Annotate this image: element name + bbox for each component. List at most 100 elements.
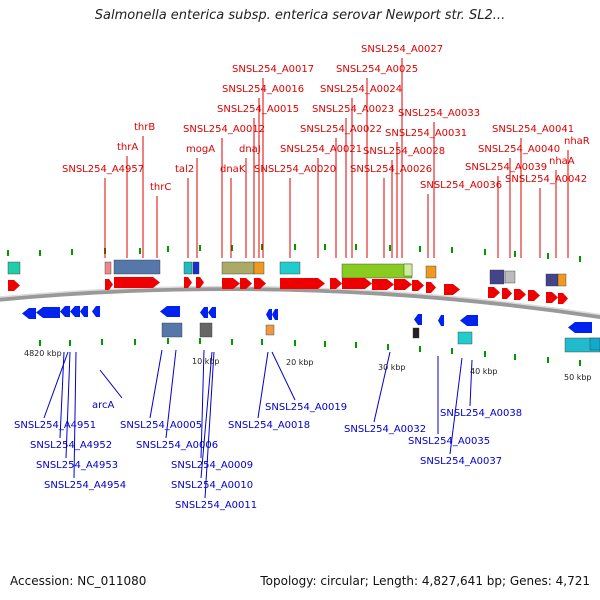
reverse-gene-arrow	[208, 307, 216, 318]
reverse-gene-arrow	[438, 315, 444, 326]
feature-box	[489, 269, 505, 285]
feature-box	[221, 261, 255, 275]
bottom-leader-line	[449, 357, 463, 455]
top-gene-label: SNSL254_A0031	[385, 128, 467, 139]
scale-label: 50 kbp	[564, 373, 592, 382]
top-gene-label: thrB	[134, 122, 155, 133]
forward-gene-arrow	[546, 292, 558, 303]
forward-gene-arrow	[426, 282, 436, 293]
top-gene-label: SNSL254_A0027	[361, 44, 443, 55]
bottom-leader-line	[373, 351, 391, 423]
bottom-leader-line	[59, 351, 65, 439]
feature-box	[589, 337, 600, 351]
top-gene-label: SNSL254_A4957	[62, 164, 144, 175]
feature-box	[183, 261, 193, 275]
bottom-leader-line	[149, 349, 163, 419]
forward-gene-arrow	[196, 277, 204, 288]
bottom-gene-label: SNSL254_A0037	[420, 456, 502, 467]
feature-box	[557, 273, 567, 287]
feature-box	[425, 265, 437, 279]
forward-gene-arrow	[114, 277, 160, 288]
bottom-leader-line	[99, 369, 123, 399]
bottom-leader-line	[73, 351, 77, 479]
reverse-gene-arrow	[80, 306, 88, 317]
bottom-gene-label: SNSL254_A4954	[44, 480, 126, 491]
bottom-leader-line	[257, 351, 269, 419]
forward-gene-arrow	[254, 278, 266, 289]
scale-label: 30 kbp	[378, 363, 406, 372]
bottom-leader-line	[165, 349, 177, 439]
bottom-gene-label: SNSL254_A0009	[171, 460, 253, 471]
bottom-gene-label: SNSL254_A0032	[344, 424, 426, 435]
forward-gene-arrow	[558, 293, 568, 304]
feature-box	[199, 322, 213, 338]
bottom-gene-label: SNSL254_A0038	[440, 408, 522, 419]
top-gene-label: SNSL254_A0025	[336, 64, 418, 75]
forward-gene-arrow	[514, 289, 526, 300]
chromosome-backbone	[0, 285, 600, 320]
feature-box	[341, 263, 413, 279]
top-gene-label: SNSL254_A0028	[363, 146, 445, 157]
forward-gene-arrow	[412, 280, 424, 291]
bottom-leader-line	[200, 349, 205, 459]
top-gene-label: SNSL254_A0015	[217, 104, 299, 115]
top-gene-label: nhaR	[564, 136, 590, 147]
bottom-gene-label: SNSL254_A0005	[120, 420, 202, 431]
bottom-leader-line	[43, 351, 69, 419]
bottom-gene-label: SNSL254_A0018	[228, 420, 310, 431]
reverse-gene-arrow	[200, 307, 208, 318]
bottom-gene-label: SNSL254_A4953	[36, 460, 118, 471]
top-gene-label: SNSL254_A0033	[398, 108, 480, 119]
bottom-gene-label: SNSL254_A0019	[265, 402, 347, 413]
top-gene-label: SNSL254_A0024	[320, 84, 402, 95]
bottom-leader-line	[200, 351, 213, 479]
bottom-gene-label: SNSL254_A0006	[136, 440, 218, 451]
feature-box	[545, 273, 559, 287]
top-gene-label: SNSL254_A0012	[183, 124, 265, 135]
forward-gene-arrow	[330, 278, 342, 289]
top-gene-label: SNSL254_A0023	[312, 104, 394, 115]
reverse-gene-arrow	[160, 306, 180, 317]
scale-label: 20 kbp	[286, 358, 314, 367]
reverse-gene-arrow	[272, 309, 278, 320]
forward-gene-arrow	[105, 279, 113, 290]
top-gene-label: thrA	[117, 142, 138, 153]
top-gene-label: dnaK	[220, 164, 246, 175]
reverse-gene-arrow	[60, 306, 70, 317]
reverse-gene-arrow	[460, 315, 478, 326]
forward-gene-arrow	[502, 288, 512, 299]
top-gene-label: thrC	[150, 182, 171, 193]
scale-label: 40 kbp	[470, 367, 498, 376]
bottom-gene-label: SNSL254_A4951	[14, 420, 96, 431]
forward-gene-arrow	[488, 287, 500, 298]
bottom-gene-label: SNSL254_A0035	[408, 436, 490, 447]
forward-gene-arrow	[222, 278, 240, 289]
map-title: Salmonella enterica subsp. enterica sero…	[94, 8, 506, 23]
accession-text: Accession: NC_011080	[10, 574, 147, 588]
forward-gene-arrow	[8, 280, 20, 291]
forward-gene-arrow	[342, 278, 372, 289]
bottom-leader-line	[469, 359, 473, 407]
top-gene-label: SNSL254_A0039	[465, 162, 547, 173]
top-gene-label: mogA	[186, 144, 215, 155]
feature-box	[412, 327, 420, 339]
scale-label: 4820 kbp	[24, 349, 62, 358]
scale-label: 10 kbp	[192, 357, 220, 366]
top-gene-label: SNSL254_A0042	[505, 174, 587, 185]
feature-box	[279, 261, 301, 275]
bottom-leader-line	[271, 351, 296, 401]
reverse-gene-arrow	[22, 308, 36, 319]
top-gene-label: SNSL254_A0041	[492, 124, 574, 135]
forward-gene-arrow	[280, 278, 325, 289]
bottom-gene-label: SNSL254_A0011	[175, 500, 257, 511]
top-gene-label: SNSL254_A0040	[478, 144, 560, 155]
top-gene-label: SNSL254_A0022	[300, 124, 382, 135]
feature-box	[504, 270, 516, 284]
forward-gene-arrow	[528, 290, 540, 301]
reverse-gene-arrow	[266, 309, 272, 320]
feature-box	[265, 324, 275, 336]
feature-box	[104, 261, 112, 275]
topology-summary: Topology: circular; Length: 4,827,641 bp…	[260, 574, 590, 588]
feature-box	[113, 259, 161, 275]
